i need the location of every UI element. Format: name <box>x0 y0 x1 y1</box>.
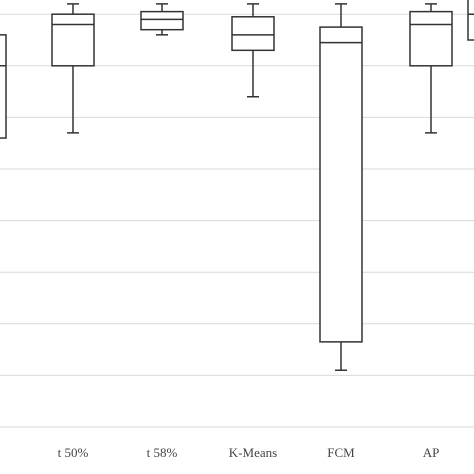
box-4-iqr-box <box>231 16 275 52</box>
box-1-iqr-box <box>0 34 7 139</box>
x-tick-label: K-Means <box>229 445 277 460</box>
box-5-iqr-box <box>319 26 363 343</box>
box-3-iqr-box <box>140 10 184 31</box>
x-tick-label: FCM <box>327 445 355 460</box>
x-tick-label: t 50% <box>58 445 89 460</box>
x-tick-label: AP <box>423 445 440 460</box>
x-tick-label: t 58% <box>147 445 178 460</box>
box-6-iqr-box <box>409 10 453 67</box>
box-2-iqr-box <box>51 13 95 67</box>
box-7-iqr-box <box>467 0 474 41</box>
